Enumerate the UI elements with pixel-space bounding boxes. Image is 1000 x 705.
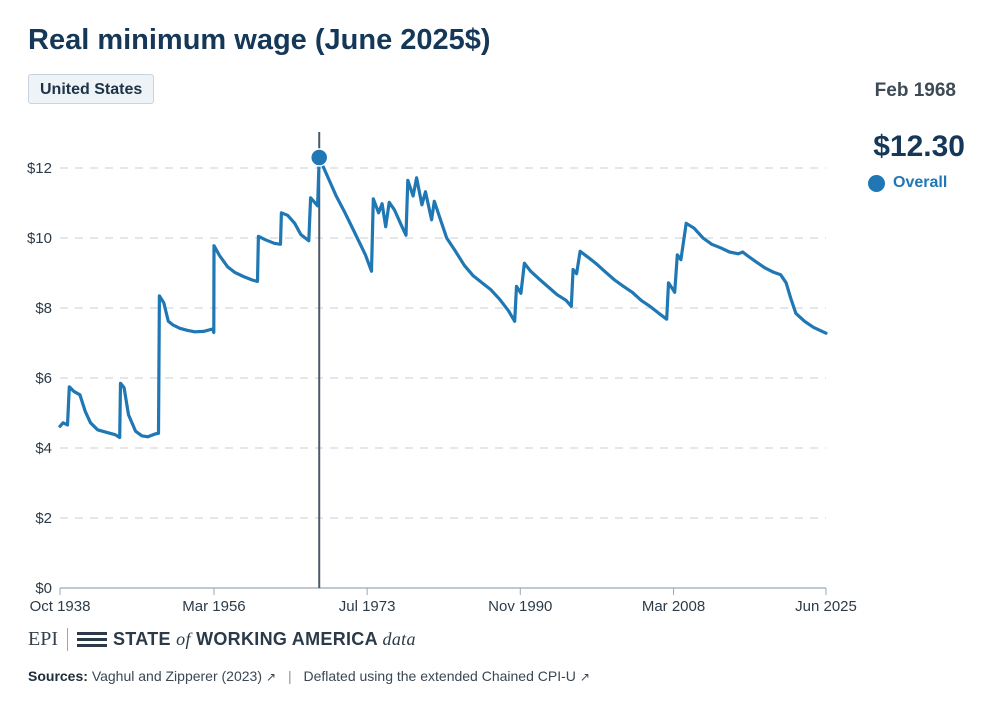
- brand-working-america: WORKING AMERICA: [196, 629, 378, 649]
- region-select-button[interactable]: United States: [28, 74, 155, 104]
- brand-of: of: [176, 629, 191, 649]
- state-of-working-america-logo: STATE of WORKING AMERICA data: [113, 629, 416, 650]
- source-1-text: Vaghul and Zipperer (2023): [91, 668, 262, 684]
- legend-marker-icon: [868, 174, 885, 192]
- highlight-point[interactable]: [309, 148, 329, 167]
- highlight-markers[interactable]: [309, 148, 329, 167]
- y-axis-ticks: $0 $2 $4 $6 $8 $10 $12: [27, 160, 52, 597]
- y-tick-label: $2: [35, 510, 52, 527]
- y-tick-label: $10: [27, 230, 52, 247]
- x-tick-label: Jun 2025: [795, 598, 857, 615]
- brand-state: STATE: [113, 629, 171, 649]
- external-link-icon: ↗: [266, 670, 277, 684]
- external-link-icon: ↗: [579, 670, 590, 684]
- sources-separator: |: [287, 668, 292, 684]
- sources-label: Sources:: [28, 668, 88, 684]
- source-2-link[interactable]: Deflated using the extended Chained CPI-…: [303, 668, 589, 684]
- series-line-overall: [58, 155, 828, 440]
- tooltip-value: $12.30: [873, 130, 965, 163]
- y-tick-label: $4: [35, 440, 52, 457]
- epi-logo: EPI: [28, 628, 68, 651]
- x-axis: Oct 1938 Mar 1956 Jul 1973 Nov 1990 Mar 2008…: [30, 587, 857, 615]
- brand-logo[interactable]: EPI STATE of WORKING AMERICA data: [28, 628, 416, 651]
- x-tick-label: Nov 1990: [488, 598, 552, 615]
- y-tick-label: $12: [27, 160, 52, 177]
- series-lines: [58, 155, 828, 440]
- x-tick-label: Mar 1956: [182, 598, 245, 615]
- tooltip-series-label: Overall: [893, 174, 948, 191]
- source-1-link[interactable]: Vaghul and Zipperer (2023) ↗: [92, 668, 280, 684]
- y-tick-label: $6: [35, 370, 52, 387]
- chart-title: Real minimum wage (June 2025$): [28, 24, 491, 56]
- flag-icon: [77, 631, 107, 648]
- grid-lines: [60, 167, 826, 519]
- x-tick-label: Oct 1938: [30, 598, 91, 615]
- tooltip-date: Feb 1968: [874, 80, 956, 101]
- y-tick-label: $0: [35, 580, 52, 597]
- x-tick-label: Mar 2008: [642, 598, 705, 615]
- sources-line: Sources: Vaghul and Zipperer (2023) ↗ | D…: [28, 668, 590, 684]
- brand-data: data: [382, 629, 416, 649]
- y-tick-label: $8: [35, 300, 52, 317]
- source-2-text: Deflated using the extended Chained CPI-…: [303, 668, 576, 684]
- tooltip-series-legend: Overall: [868, 174, 947, 192]
- x-tick-label: Jul 1973: [339, 598, 396, 615]
